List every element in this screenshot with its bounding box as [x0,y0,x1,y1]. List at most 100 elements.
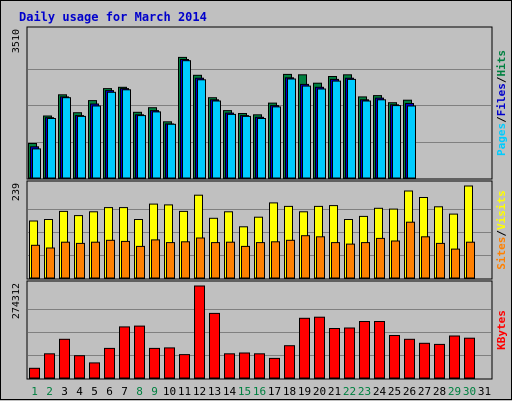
kbytes-bar [239,352,250,379]
x-axis-labels: 1 2 3 4 5 6 7 8 9 10 11 12 13 14 15 16 17 18 19 20 21 22 23 24 2… [31,385,491,398]
sites-bar [286,239,295,279]
legend-separator: / [495,76,508,83]
pages-bar [212,100,221,179]
x-tick-label: 26 [403,385,416,398]
kbytes-bar [389,335,400,379]
x-tick-label: 8 [136,385,143,398]
x-tick-label: 3 [61,385,68,398]
panel-2: 239 Sites/Visits [11,180,508,280]
x-tick-label: 30 [463,385,476,398]
kbytes-bar [464,337,475,379]
kbytes-bar [284,345,295,379]
legend-separator: / [495,230,508,237]
pages-bar [137,115,146,179]
sites-bar [31,244,40,279]
sites-bar [346,243,355,279]
pages-bar [197,79,206,179]
sites-bar [61,241,70,279]
sites-bar [361,242,370,279]
x-tick-label: 22 [343,385,356,398]
kbytes-bar [374,321,385,379]
sites-bar [226,241,235,279]
kbytes-bar [344,327,355,379]
x-tick-label: 18 [283,385,296,398]
pages-bar [272,106,281,179]
pages-bar [62,97,71,179]
legend: KBytes [495,310,508,350]
pages-bar [122,89,131,179]
chart-title: Daily usage for March 2014 [19,10,207,24]
y-max-label: 3510 [11,29,22,53]
kbytes-bar [134,325,145,379]
x-tick-label: 4 [76,385,83,398]
kbytes-bar [254,353,265,379]
legend: Sites/Visits [495,190,508,270]
sites-bar [166,242,175,279]
legend-files: Files [495,83,508,116]
sites-bar [211,242,220,279]
kbytes-bar [359,321,370,379]
sites-bar [376,237,385,279]
pages-bar [32,148,41,179]
kbytes-bar [194,285,205,379]
sites-bar [136,245,145,279]
sites-bar [196,237,205,279]
kbytes-bar [404,338,415,379]
sites-bar [421,236,430,279]
sites-bar [76,242,85,279]
sites-bar [271,241,280,279]
pages-bar [227,113,236,179]
sites-bar [391,240,400,279]
x-tick-label: 13 [208,385,221,398]
kbytes-bar [449,335,460,379]
x-tick-label: 15 [238,385,251,398]
pages-bar [332,80,341,179]
sites-bar [451,248,460,279]
pages-bar [152,111,161,179]
y-max-label: 274312 [11,283,22,319]
kbytes-bar [44,353,55,379]
kbytes-bar [209,312,220,379]
pages-bar [347,78,356,179]
sites-bar [46,247,55,279]
legend-visits: Visits [495,190,508,230]
kbytes-bar [149,347,160,379]
kbytes-bar [89,362,100,379]
sites-bar [241,245,250,279]
pages-bar [302,85,311,179]
kbytes-bar [29,367,40,379]
x-tick-label: 10 [163,385,176,398]
x-tick-label: 16 [253,385,266,398]
kbytes-bar [59,338,70,379]
sites-bar [466,241,475,279]
sites-bar [121,240,130,279]
x-tick-label: 6 [106,385,113,398]
kbytes-bar [434,343,445,379]
pages-bar [362,100,371,179]
pages-bar [47,118,56,179]
kbytes-bar [269,357,280,379]
pages-bar [182,60,191,179]
pages-bar [317,88,326,179]
pages-bar [242,115,251,179]
legend-sites: Sites [495,237,508,270]
x-tick-label: 20 [313,385,326,398]
panel-3: 274312 KBytes [11,280,508,380]
x-tick-label: 24 [373,385,387,398]
sites-bar [316,236,325,279]
kbytes-bar [179,354,190,379]
x-tick-label: 7 [121,385,128,398]
kbytes-bar [329,328,340,379]
pages-bar [257,118,266,179]
pages-bar [287,78,296,179]
kbytes-bar [119,326,130,379]
panel-1: 3510 Pages/Files/Hits [11,26,508,180]
legend: Pages/Files/Hits [495,50,508,156]
kbytes-bar [74,355,85,379]
kbytes-bar [104,347,115,379]
x-tick-label: 5 [91,385,98,398]
x-tick-label: 11 [178,385,191,398]
sites-bar [331,242,340,279]
sites-bar [181,241,190,279]
